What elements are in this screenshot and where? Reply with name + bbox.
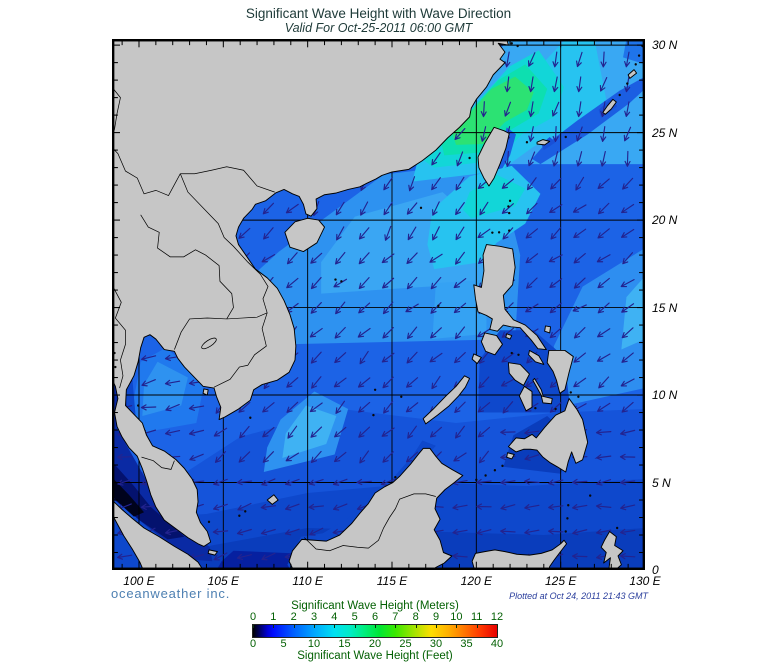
lon-axis-label: 130 E	[629, 574, 661, 588]
lat-axis-label: 10 N	[652, 388, 678, 403]
meters-tick-label: 7	[392, 611, 399, 623]
lat-axis-label: 5 N	[652, 475, 671, 490]
tonle-sap-lake	[201, 337, 217, 350]
feet-tick-label: 25	[399, 638, 412, 650]
feet-tick-label: 40	[490, 638, 504, 650]
feet-tick-label: 20	[368, 638, 382, 650]
lat-axis-label: 25 N	[652, 125, 678, 140]
colorbar-tick-mark	[497, 625, 498, 628]
page-title: Significant Wave Height with Wave Direct…	[245, 6, 512, 21]
lon-axis-label: 120 E	[460, 574, 493, 588]
colorbar-tick-mark	[253, 625, 254, 628]
lat-axis-label: 20 N	[652, 213, 678, 228]
feet-tick-label: 15	[338, 638, 351, 650]
plotted-timestamp: Plotted at Oct 24, 2011 21:43 GMT	[509, 591, 648, 601]
map-area	[112, 39, 645, 570]
lat-axis-label: 0	[652, 563, 659, 577]
lon-axis-label: 115 E	[376, 574, 408, 588]
lon-axis-label: 105 E	[207, 574, 239, 588]
oceanweather-branding: oceanweather inc.	[111, 586, 231, 601]
map-frame	[112, 39, 645, 570]
meters-tick-label: 10	[450, 611, 463, 623]
meters-tick-label: 4	[331, 611, 338, 623]
meters-tick-label: 5	[351, 611, 358, 623]
colorbar-tick-mark	[415, 625, 417, 628]
colorbar-feet-title: Significant Wave Height (Feet)	[297, 650, 453, 662]
landmasses	[112, 39, 638, 570]
colorbar-meters-title: Significant Wave Height (Meters)	[291, 600, 459, 612]
lon-axis-label: 125 E	[544, 574, 577, 588]
colorbar-meters-ticks: 0 1 2 3 4 5 6 7 8 9 10 11 12	[249, 611, 503, 623]
meters-tick-label: 6	[371, 611, 379, 623]
colorbar-tick-mark	[354, 625, 356, 628]
meters-tick-label: 9	[432, 611, 440, 623]
meters-tick-label: 8	[412, 611, 419, 623]
feet-tick-label: 5	[280, 638, 287, 650]
lon-axis-label: 110 E	[292, 574, 323, 588]
colorbar-tick-mark	[456, 625, 458, 628]
wave-map	[112, 39, 645, 570]
colorbar-tick-mark	[334, 625, 336, 628]
colorbar-feet-ticks: 0 5 10 15 20 25 30 35 40	[249, 638, 503, 650]
feet-tick-label: 30	[429, 638, 443, 650]
feet-tick-label: 0	[249, 638, 257, 650]
meters-tick-label: 3	[310, 611, 318, 623]
lon-axis-label: 100 E	[123, 574, 155, 588]
colorbar-tick-mark	[314, 625, 315, 628]
chart-header: Significant Wave Height with Wave Direct…	[112, 6, 645, 35]
colorbar-tick-mark	[375, 625, 376, 628]
colorbar-tick-mark	[273, 625, 275, 628]
meters-tick-label: 2	[290, 611, 297, 623]
colorbar-tick-mark	[436, 625, 437, 628]
feet-tick-label: 35	[460, 638, 473, 650]
meters-tick-label: 0	[249, 611, 257, 623]
colorbar-tick-mark	[395, 625, 397, 628]
colorbar-tick-mark	[293, 625, 295, 628]
lat-axis-label: 15 N	[652, 300, 678, 315]
meters-tick-label: 12	[490, 611, 504, 623]
lat-axis-label: 30 N	[652, 38, 678, 53]
meters-tick-label: 1	[270, 611, 277, 623]
colorbar-tick-mark	[476, 625, 478, 628]
colorbar-gradient	[252, 624, 498, 638]
feet-tick-label: 10	[307, 638, 321, 650]
country-borders	[112, 86, 436, 552]
meters-tick-label: 11	[470, 611, 483, 623]
valid-time-subtitle: Valid For Oct-25-2011 06:00 GMT	[284, 21, 473, 35]
